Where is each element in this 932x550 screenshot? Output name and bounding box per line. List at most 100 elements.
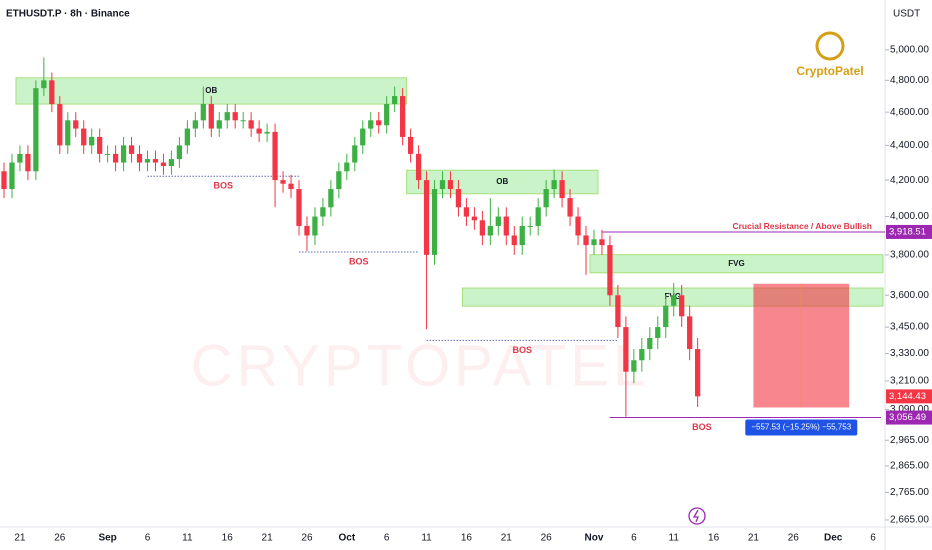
x-tick-label: 11: [421, 533, 432, 544]
candle-body: [623, 327, 629, 372]
candle-body: [280, 180, 286, 184]
alert-bolt: [692, 509, 699, 523]
candle-body: [679, 295, 685, 317]
bos-label: BOS: [512, 345, 532, 355]
y-tick-label: 5,000.00: [890, 44, 929, 55]
main-layer: OBOBFVGFVG−557.53 (−15.25%) −55,753BOSBO…: [1, 57, 872, 436]
candle-body: [527, 225, 533, 227]
background-layer: [15, 77, 885, 419]
candle-body: [615, 295, 621, 328]
candle-body: [65, 120, 71, 146]
candle-body: [663, 305, 669, 328]
candle-body: [128, 145, 135, 154]
candle-body: [671, 295, 677, 306]
candle-body: [112, 153, 119, 163]
zone: [406, 169, 599, 195]
candle-body: [607, 245, 613, 296]
candle-body: [176, 145, 183, 160]
candle-body: [368, 120, 374, 129]
candle-body: [256, 128, 262, 134]
x-tick-label: 16: [222, 533, 234, 544]
x-tick-label: 21: [262, 533, 274, 544]
candle-body: [9, 162, 15, 190]
price-label-box: [886, 389, 932, 404]
y-tick-label: 4,200.00: [890, 175, 929, 186]
y-tick-label: 3,330.00: [890, 348, 929, 359]
candle-body: [392, 96, 398, 105]
candle-body: [49, 80, 55, 105]
candle-body: [136, 153, 143, 163]
candle-body: [551, 180, 557, 190]
candle-body: [1, 171, 7, 190]
zone-label: OB: [205, 86, 217, 95]
candle-body: [543, 189, 549, 208]
watermark: CRYPTOPATEL: [191, 333, 650, 398]
candle-body: [471, 216, 478, 221]
candle-body: [583, 235, 589, 246]
candle-body: [192, 120, 198, 129]
candle-body: [559, 180, 565, 199]
candle-body: [320, 207, 326, 217]
candle-body: [344, 162, 350, 172]
candle-body: [304, 225, 310, 236]
x-tick-label: 6: [631, 533, 637, 544]
price-label: 3,056.49: [889, 412, 926, 423]
x-tick-label: 6: [145, 533, 151, 544]
x-tick-label: 21: [501, 533, 513, 544]
y-tick-label: 3,210.00: [890, 376, 929, 387]
y-tick-label: 4,800.00: [890, 75, 929, 86]
x-tick-label: 11: [669, 533, 680, 544]
x-tick-label: 6: [384, 533, 390, 544]
x-tick-label: 21: [14, 533, 26, 544]
candle-body: [431, 189, 438, 255]
candle-body: [264, 131, 270, 134]
y-tick-label: 3,600.00: [890, 290, 929, 301]
y-tick-label: 4,400.00: [890, 140, 929, 151]
candle-body: [152, 159, 159, 163]
candle-body: [224, 112, 230, 121]
candle-body: [33, 88, 39, 172]
candle-body: [57, 104, 63, 146]
x-tick-label: 21: [748, 533, 760, 544]
candle-body: [288, 183, 294, 190]
candle-body: [687, 316, 693, 350]
alert-icon: [688, 507, 706, 525]
bos-label: BOS: [349, 256, 369, 266]
candle-body: [695, 349, 701, 397]
candle-body: [591, 239, 597, 246]
candle-body: [423, 180, 430, 255]
x-tick-label: 26: [301, 533, 313, 544]
x-tick-label: Nov: [585, 533, 604, 544]
candle-body: [655, 327, 661, 338]
candle-body: [25, 153, 31, 172]
x-tick-label: Sep: [98, 533, 116, 544]
candle-body: [120, 145, 127, 163]
candle-body: [352, 145, 358, 163]
candle-body: [511, 235, 517, 246]
candle-body: [400, 96, 406, 137]
zone-label: FVG: [728, 259, 744, 268]
candle-body: [487, 225, 493, 236]
x-tick-label: 11: [182, 533, 193, 544]
x-tick-label: 26: [788, 533, 800, 544]
y-tick-label: 4,600.00: [890, 107, 929, 118]
candle-body: [240, 120, 246, 122]
candle-body: [631, 360, 637, 372]
candle-body: [232, 112, 238, 121]
candle-body: [160, 162, 167, 167]
y-tick-label: 4,000.00: [890, 211, 929, 222]
candle-body: [105, 153, 111, 155]
candle-body: [17, 153, 23, 163]
candle-body: [639, 349, 645, 361]
candle-body: [439, 180, 446, 190]
y-tick-label: 2,965.00: [890, 435, 929, 446]
candle-body: [599, 239, 605, 246]
candle-body: [447, 180, 454, 190]
candle-body: [519, 225, 525, 246]
price-label-box: [886, 410, 932, 425]
candle-body: [415, 153, 422, 181]
candle-body: [647, 337, 653, 350]
candle-body: [168, 159, 175, 167]
candle-body: [144, 159, 151, 163]
